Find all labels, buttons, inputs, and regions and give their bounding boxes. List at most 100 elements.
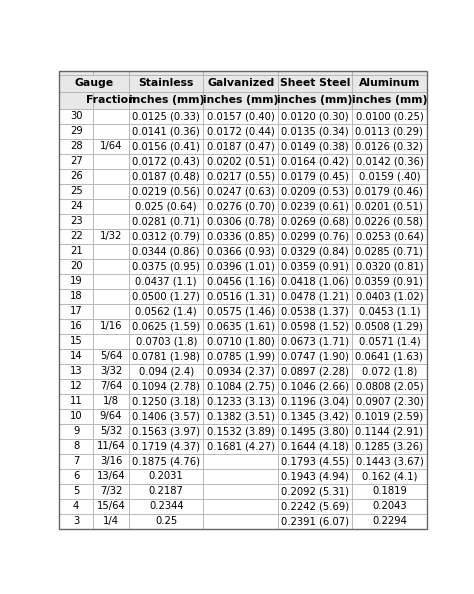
Bar <box>129 499 203 514</box>
Text: 0.0202 (0.51): 0.0202 (0.51) <box>207 156 274 166</box>
Text: 14: 14 <box>70 351 82 361</box>
Bar <box>129 169 203 184</box>
Text: 0.1144 (2.91): 0.1144 (2.91) <box>356 426 423 436</box>
Text: 0.0673 (1.71): 0.0673 (1.71) <box>281 336 349 346</box>
Bar <box>59 71 93 75</box>
Text: 0.0625 (1.59): 0.0625 (1.59) <box>132 321 201 331</box>
Bar <box>129 454 203 469</box>
Bar <box>129 92 203 109</box>
Text: 0.0396 (1.01): 0.0396 (1.01) <box>207 261 274 271</box>
Text: 8: 8 <box>73 441 79 451</box>
Bar <box>59 469 93 484</box>
Text: 3/16: 3/16 <box>100 456 122 466</box>
Text: 0.0641 (1.63): 0.0641 (1.63) <box>356 351 423 361</box>
Bar <box>352 169 427 184</box>
Text: 0.1943 (4.94): 0.1943 (4.94) <box>281 471 349 481</box>
Bar <box>93 244 129 259</box>
Bar <box>59 259 93 274</box>
Text: 0.0456 (1.16): 0.0456 (1.16) <box>207 276 274 286</box>
Text: 16: 16 <box>70 321 82 331</box>
Bar <box>278 92 352 109</box>
Text: 0.0500 (1.27): 0.0500 (1.27) <box>132 291 200 301</box>
Bar <box>278 514 352 529</box>
Bar <box>59 124 93 139</box>
Bar <box>93 169 129 184</box>
Bar <box>352 469 427 484</box>
Text: 0.025 (0.64): 0.025 (0.64) <box>136 201 197 211</box>
Text: 0.0747 (1.90): 0.0747 (1.90) <box>281 351 349 361</box>
Text: 0.0100 (0.25): 0.0100 (0.25) <box>356 112 423 121</box>
Text: 0.0299 (0.76): 0.0299 (0.76) <box>281 231 349 241</box>
Text: 0.1046 (2.66): 0.1046 (2.66) <box>281 381 349 391</box>
Text: 0.0598 (1.52): 0.0598 (1.52) <box>281 321 349 331</box>
Bar <box>352 199 427 214</box>
Bar <box>352 424 427 439</box>
Text: 0.0575 (1.46): 0.0575 (1.46) <box>207 307 274 316</box>
Bar <box>352 75 427 92</box>
Bar <box>93 484 129 499</box>
Bar <box>93 109 129 124</box>
Text: 0.0312 (0.79): 0.0312 (0.79) <box>132 231 200 241</box>
Text: 18: 18 <box>70 291 82 301</box>
Text: 7/32: 7/32 <box>100 486 122 496</box>
Text: 0.0120 (0.30): 0.0120 (0.30) <box>281 112 349 121</box>
Text: 0.0149 (0.38): 0.0149 (0.38) <box>281 141 349 151</box>
Bar <box>203 514 278 529</box>
Text: inches (mm): inches (mm) <box>277 96 353 105</box>
Bar <box>129 514 203 529</box>
Text: 0.1196 (3.04): 0.1196 (3.04) <box>281 396 349 406</box>
Bar <box>93 349 129 364</box>
Text: 0.0159 (.40): 0.0159 (.40) <box>359 171 420 181</box>
Bar <box>93 124 129 139</box>
Text: 9/64: 9/64 <box>100 411 122 421</box>
Text: 30: 30 <box>70 112 82 121</box>
Bar <box>352 514 427 529</box>
Text: 0.2043: 0.2043 <box>372 501 407 511</box>
Bar <box>203 124 278 139</box>
Text: 0.1495 (3.80): 0.1495 (3.80) <box>281 426 349 436</box>
Bar <box>203 75 278 92</box>
Text: 0.0808 (2.05): 0.0808 (2.05) <box>356 381 423 391</box>
Text: 0.0320 (0.81): 0.0320 (0.81) <box>356 261 423 271</box>
Bar <box>93 514 129 529</box>
Bar <box>129 409 203 424</box>
Bar <box>278 409 352 424</box>
Text: 26: 26 <box>70 171 82 181</box>
Text: 0.1406 (3.57): 0.1406 (3.57) <box>132 411 200 421</box>
Bar <box>278 244 352 259</box>
Bar <box>352 454 427 469</box>
Text: 0.0135 (0.34): 0.0135 (0.34) <box>281 127 349 137</box>
Bar <box>129 274 203 289</box>
Bar <box>59 169 93 184</box>
Text: 0.0934 (2.37): 0.0934 (2.37) <box>207 366 274 376</box>
Text: 9: 9 <box>73 426 79 436</box>
Bar <box>203 364 278 379</box>
Bar <box>129 484 203 499</box>
Text: 0.0359 (0.91): 0.0359 (0.91) <box>356 276 423 286</box>
Bar <box>352 499 427 514</box>
Bar <box>129 394 203 409</box>
Bar <box>352 109 427 124</box>
Text: 0.0172 (0.43): 0.0172 (0.43) <box>132 156 200 166</box>
Text: 0.1563 (3.97): 0.1563 (3.97) <box>132 426 200 436</box>
Text: 0.0635 (1.61): 0.0635 (1.61) <box>207 321 274 331</box>
Bar <box>203 379 278 394</box>
Bar <box>129 71 203 75</box>
Text: 4: 4 <box>73 501 79 511</box>
Text: 0.0897 (2.28): 0.0897 (2.28) <box>281 366 349 376</box>
Bar <box>203 109 278 124</box>
Text: 0.2294: 0.2294 <box>372 516 407 526</box>
Bar <box>203 229 278 244</box>
Bar <box>93 379 129 394</box>
Text: 0.1019 (2.59): 0.1019 (2.59) <box>356 411 423 421</box>
Text: Galvanized: Galvanized <box>207 78 274 89</box>
Bar <box>352 319 427 334</box>
Bar <box>278 289 352 304</box>
Bar <box>203 304 278 319</box>
Bar <box>352 244 427 259</box>
Bar <box>352 184 427 199</box>
Bar <box>129 469 203 484</box>
Text: 0.0201 (0.51): 0.0201 (0.51) <box>356 201 423 211</box>
Text: 0.2031: 0.2031 <box>149 471 183 481</box>
Bar <box>352 409 427 424</box>
